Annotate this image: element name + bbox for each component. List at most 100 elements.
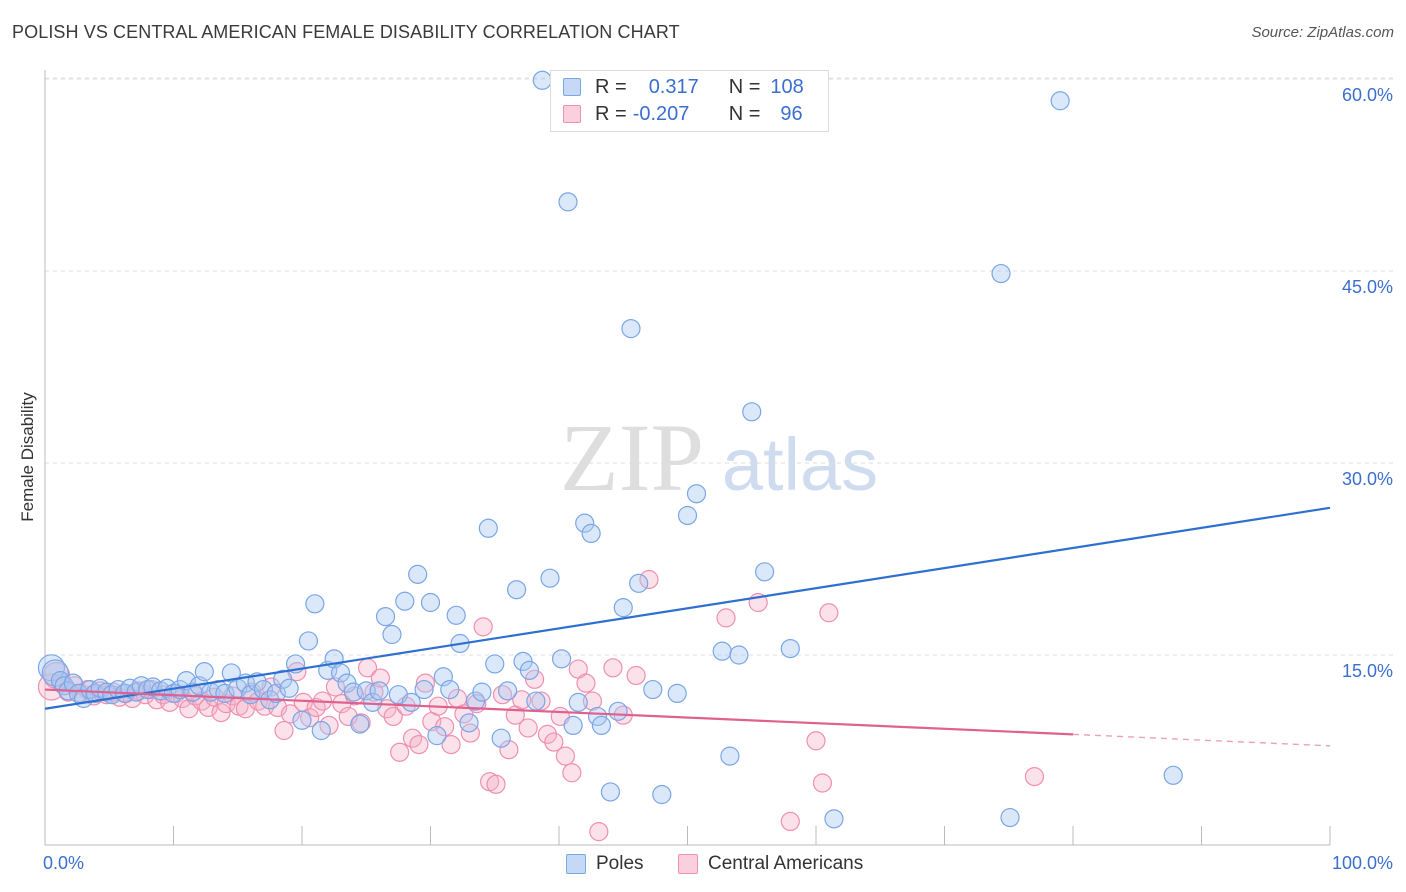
central-americans-trend-line bbox=[44, 688, 1074, 736]
poles-point bbox=[491, 728, 511, 748]
poles-point bbox=[401, 692, 421, 712]
central-american-point bbox=[492, 685, 513, 705]
poles-point bbox=[427, 726, 447, 746]
poles-point bbox=[591, 715, 612, 736]
y-tick-label: 15.0% bbox=[1342, 661, 1393, 681]
poles-point bbox=[600, 782, 621, 802]
bottom-legend-label-poles: Poles bbox=[596, 853, 644, 874]
bottom-legend-label-central-americans: Central Americans bbox=[708, 853, 864, 874]
poles-point bbox=[440, 679, 460, 700]
watermark: ZIP atlas bbox=[560, 404, 878, 511]
poles-point bbox=[1050, 91, 1070, 111]
poles-point bbox=[414, 679, 434, 700]
poles-point bbox=[498, 681, 518, 701]
poles-point bbox=[446, 605, 466, 625]
legend-r-value: -0.207 bbox=[632, 102, 690, 125]
legend-swatch-poles bbox=[563, 78, 581, 96]
poles-point bbox=[575, 513, 595, 533]
poles-point bbox=[311, 720, 331, 741]
central-american-point bbox=[460, 723, 480, 743]
central-american-point bbox=[280, 704, 301, 724]
tick-labels: 15.0% 30.0% 45.0% 60.0% 0.0% 100.0% bbox=[43, 85, 1393, 873]
poles-point bbox=[991, 263, 1011, 284]
poles-point bbox=[485, 654, 505, 674]
poles-point bbox=[506, 580, 527, 600]
legend-r-label: R = bbox=[595, 102, 627, 125]
poles-point bbox=[686, 484, 707, 504]
gridlines bbox=[45, 77, 1393, 656]
central-american-point bbox=[1024, 766, 1045, 787]
poles-point bbox=[68, 683, 89, 704]
correlation-legend: R = 0.317 N = 108 R = -0.207 N = 96 bbox=[550, 70, 829, 132]
central-american-point bbox=[390, 742, 410, 762]
legend-n-label: N = bbox=[728, 102, 761, 125]
watermark-atlas: atlas bbox=[722, 423, 878, 506]
central-american-point bbox=[198, 697, 218, 718]
poles-point bbox=[408, 564, 428, 584]
central-american-point bbox=[383, 706, 403, 727]
central-american-point bbox=[274, 720, 294, 741]
central-american-point bbox=[441, 734, 461, 755]
poles-point bbox=[395, 591, 415, 611]
legend-n-value: 108 bbox=[770, 75, 804, 98]
central-american-point bbox=[300, 708, 320, 728]
poles-point bbox=[824, 809, 844, 829]
poles-point bbox=[279, 678, 299, 698]
central-american-point bbox=[211, 702, 231, 723]
poles-point bbox=[459, 713, 479, 733]
poles-point bbox=[1000, 807, 1020, 828]
y-tick-label: 45.0% bbox=[1342, 277, 1393, 297]
central-american-point bbox=[415, 673, 435, 693]
poles-point bbox=[80, 679, 100, 700]
poles-point bbox=[581, 523, 601, 544]
poles-point bbox=[568, 692, 588, 712]
central-american-point bbox=[524, 669, 545, 689]
legend-n-value: 96 bbox=[780, 102, 803, 125]
poles-point bbox=[558, 192, 578, 212]
poles-point bbox=[677, 505, 698, 526]
poles-point bbox=[720, 746, 740, 766]
central-american-point bbox=[486, 774, 506, 794]
legend-row-central-americans: R = -0.207 N = 96 bbox=[563, 102, 803, 126]
poles-point bbox=[608, 701, 628, 721]
central-american-point bbox=[589, 822, 609, 842]
poles-point bbox=[729, 645, 749, 665]
central-american-point bbox=[512, 690, 532, 710]
poles-point bbox=[551, 649, 572, 669]
poles-point bbox=[652, 784, 672, 805]
poles-point bbox=[629, 573, 649, 593]
bottom-legend-poles: Poles bbox=[566, 851, 644, 877]
central-american-point bbox=[582, 691, 603, 711]
poles-point bbox=[643, 679, 663, 700]
poles-point bbox=[266, 683, 286, 704]
poles-trend-line bbox=[44, 506, 1331, 710]
poles-point bbox=[780, 638, 800, 659]
central-american-point bbox=[499, 740, 519, 760]
central-american-point bbox=[812, 773, 833, 793]
legend-swatch-central-americans bbox=[563, 105, 581, 123]
poles-point bbox=[305, 594, 325, 614]
central-american-point bbox=[409, 734, 429, 755]
source-label: Source: ZipAtlas.com bbox=[1251, 24, 1394, 41]
chart-title: POLISH VS CENTRAL AMERICAN FEMALE DISABI… bbox=[12, 22, 680, 42]
poles-point bbox=[369, 681, 389, 701]
poles-point bbox=[63, 673, 83, 693]
x-tick-label: 0.0% bbox=[43, 853, 84, 873]
legend-row-poles: R = 0.317 N = 108 bbox=[563, 75, 804, 99]
poles-point bbox=[420, 592, 441, 613]
poles-point bbox=[330, 663, 351, 683]
axes bbox=[44, 70, 1331, 846]
poles-point bbox=[532, 70, 552, 90]
central-american-point bbox=[819, 603, 839, 623]
central-american-point bbox=[473, 617, 493, 637]
poles-point bbox=[526, 691, 546, 711]
watermark-zip: ZIP bbox=[560, 404, 704, 511]
poles-point bbox=[519, 660, 540, 680]
legend-r-value: 0.317 bbox=[648, 75, 699, 98]
poles-point bbox=[621, 319, 641, 339]
poles-point bbox=[712, 641, 732, 661]
legend-r-label: R = bbox=[595, 75, 627, 98]
poles-point bbox=[478, 518, 498, 538]
poles-point bbox=[298, 631, 319, 651]
